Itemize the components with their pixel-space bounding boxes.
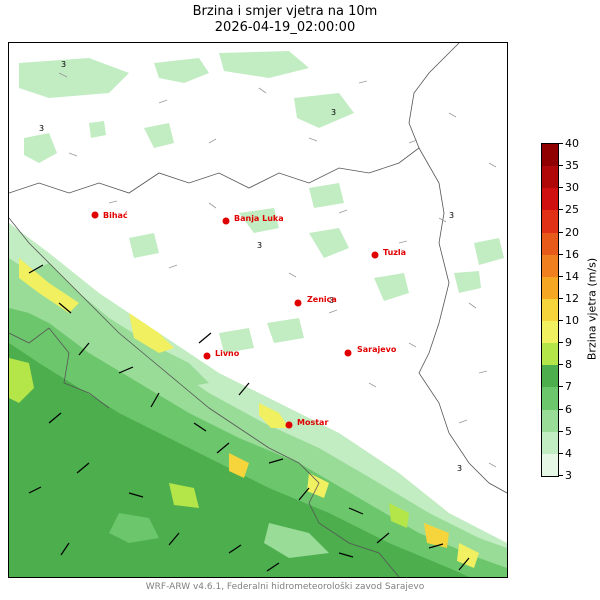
city-dot-tuzla	[371, 251, 379, 259]
colorbar-segment	[542, 409, 558, 432]
colorbar-tick	[558, 209, 563, 211]
map-panel: 3 3 3 3 3 3 3 Bihać Banja Luka Tuzla Zen…	[8, 42, 508, 578]
city-label-bihac: Bihać	[103, 210, 128, 220]
colorbar-title: Brzina vjetra (m/s)	[585, 257, 599, 361]
colorbar-tick	[558, 430, 563, 432]
city-dot-mostar	[285, 421, 293, 429]
colorbar-segment	[542, 431, 558, 454]
contour-label: 3	[331, 108, 336, 117]
colorbar-tick-label: 10	[565, 314, 579, 328]
colorbar-tick	[558, 320, 563, 322]
colorbar-tick-label: 20	[565, 225, 579, 239]
city-dot-livno	[203, 352, 211, 360]
colorbar-segment	[542, 453, 558, 476]
colorbar-tick	[558, 386, 563, 388]
strong-wind-arrows	[28, 264, 470, 572]
colorbar-segment	[542, 254, 558, 277]
colorbar-tick-label: 40	[565, 137, 579, 150]
contour-label: 3	[61, 60, 66, 69]
wind-map: 3 3 3 3 3 3 3 Bihać Banja Luka Tuzla Zen…	[9, 43, 507, 577]
contour-label: 3	[457, 464, 462, 473]
colorbar-tick-label: 16	[565, 247, 579, 261]
contour-label: 3	[257, 241, 262, 250]
colorbar-segment	[542, 387, 558, 410]
contour-label: 3	[39, 124, 44, 133]
colorbar-tick-label: 30	[565, 181, 579, 195]
colorbar-tick	[558, 452, 563, 454]
colorbar-tick	[558, 275, 563, 277]
contour-labels: 3 3 3 3 3 3 3	[39, 60, 462, 473]
colorbar-tick	[558, 165, 563, 167]
city-label-sarajevo: Sarajevo	[357, 345, 397, 354]
colorbar-tick-label: 8	[565, 358, 572, 372]
colorbar-tick-label: 35	[565, 159, 579, 173]
map-timestamp: 2026-04-19_02:00:00	[214, 20, 356, 35]
colorbar-tick-label: 14	[565, 269, 579, 283]
colorbar	[541, 143, 559, 477]
wind-speed-field	[9, 51, 507, 577]
colorbar-tick-label: 25	[565, 203, 579, 217]
colorbar-tick-label: 12	[565, 291, 579, 305]
map-title: Brzina i smjer vjetra na 10m	[192, 4, 378, 19]
colorbar-tick	[558, 187, 563, 189]
colorbar-segment	[542, 166, 558, 189]
colorbar-tick	[558, 408, 563, 410]
colorbar-tick-label: 7	[565, 380, 572, 394]
colorbar-tick	[558, 143, 563, 144]
colorbar-tick-label: 3	[565, 469, 572, 482]
colorbar-tick-label: 4	[565, 446, 572, 460]
colorbar-segment	[542, 298, 558, 322]
colorbar-tick-label: 9	[565, 336, 572, 350]
city-dot-zenica	[294, 299, 302, 307]
colorbar-tick	[558, 253, 563, 255]
city-label-zenica: Zenica	[307, 295, 337, 304]
colorbar-segment	[542, 276, 558, 299]
contour-label: 3	[329, 296, 334, 305]
colorbar-tick	[558, 231, 563, 233]
colorbar-tick	[558, 364, 563, 366]
city-dot-bihac	[91, 211, 99, 219]
colorbar-tick	[558, 475, 563, 476]
city-dot-banja-luka	[222, 217, 230, 225]
colorbar-segment	[542, 365, 558, 388]
colorbar-segment	[542, 144, 558, 167]
colorbar-segment	[542, 188, 558, 211]
contour-label: 3	[449, 211, 454, 220]
city-label-tuzla: Tuzla	[383, 248, 406, 257]
colorbar-segment	[542, 210, 558, 233]
colorbar-segment	[542, 232, 558, 255]
city-label-banja-luka: Banja Luka	[234, 214, 284, 223]
country-borders	[9, 43, 507, 577]
wind-arrows	[58, 72, 497, 468]
footer-credit: WRF-ARW v4.6.1, Federalni hidrometeorolo…	[145, 582, 425, 592]
colorbar-tick	[558, 342, 563, 344]
colorbar-tick-label: 5	[565, 424, 572, 438]
colorbar-tick	[558, 297, 563, 299]
city-markers: Bihać Banja Luka Tuzla Zenica Sarajevo L…	[91, 210, 406, 429]
colorbar-segment	[542, 343, 558, 366]
city-label-livno: Livno	[215, 349, 240, 358]
colorbar-tick-label: 6	[565, 402, 572, 416]
colorbar-segment	[542, 321, 558, 344]
city-dot-sarajevo	[344, 349, 352, 357]
city-label-mostar: Mostar	[297, 418, 328, 427]
